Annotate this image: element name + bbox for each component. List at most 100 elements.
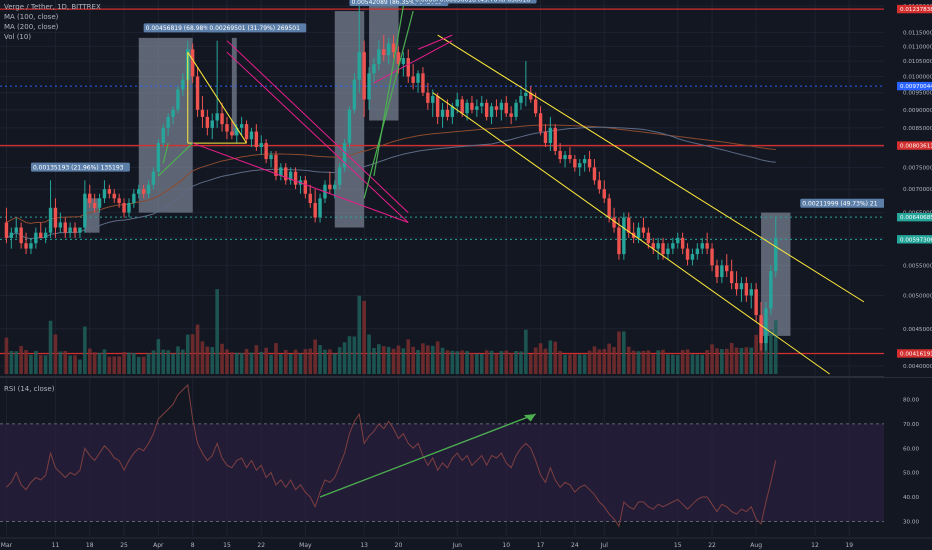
time-tick-label: 8 xyxy=(191,542,195,549)
price-axis[interactable]: 0.012500000.011500000.011000000.01050000… xyxy=(884,0,932,377)
candle xyxy=(636,222,641,244)
candle xyxy=(161,124,165,148)
volume-bar xyxy=(695,354,700,374)
candle-body xyxy=(700,243,704,249)
candle xyxy=(749,283,753,309)
candle xyxy=(548,116,553,151)
candle xyxy=(210,113,214,140)
volume-bar xyxy=(646,350,651,374)
candle xyxy=(132,189,136,208)
volume-bar xyxy=(548,340,553,374)
measure-tag-text: 0.00269501 (31.79%) 269501 xyxy=(209,25,300,32)
volume-bar xyxy=(656,350,660,374)
time-tick-label: 10 xyxy=(502,542,510,549)
volume-bar xyxy=(112,356,117,374)
volume-bar xyxy=(700,354,705,374)
candle xyxy=(509,106,513,125)
candle xyxy=(19,222,23,249)
volume-bar xyxy=(386,346,391,374)
volume-bar xyxy=(769,329,773,374)
volume-bar xyxy=(249,352,254,374)
candle xyxy=(406,49,410,83)
candle-body xyxy=(328,184,332,190)
candle-body xyxy=(284,167,288,181)
candle xyxy=(382,35,386,62)
candle-body xyxy=(484,102,489,117)
candle xyxy=(156,139,161,176)
volume-bar xyxy=(524,329,528,374)
price-label-tag: 0.01237838 xyxy=(897,4,932,14)
candle xyxy=(592,159,597,185)
price-label-text: 0.00803611 xyxy=(900,144,932,150)
volume-bar xyxy=(279,354,283,374)
price-label-tag: 0.00640685 xyxy=(897,212,932,222)
volume-bar xyxy=(475,353,479,374)
price-label-bg xyxy=(897,235,932,244)
candle xyxy=(313,189,317,223)
measure-tags: 0.00135193 (21.96%) 135193 0.00456819 (68… xyxy=(30,0,885,208)
candle-body xyxy=(264,143,268,160)
candle-body xyxy=(4,222,9,238)
candle xyxy=(171,106,175,125)
measure-tag-text: 0.00135193 (21.96%) 135193 xyxy=(33,164,124,171)
volume-bar xyxy=(132,352,136,374)
candle xyxy=(141,184,146,199)
candle-body xyxy=(382,49,386,56)
price-label-text: 0.00970044 xyxy=(900,84,932,90)
candle xyxy=(587,150,592,172)
volume-bar xyxy=(337,347,342,374)
candle-body xyxy=(695,248,700,255)
candle xyxy=(88,184,92,208)
candle-body xyxy=(293,171,298,185)
candle xyxy=(627,212,631,238)
volume-bar xyxy=(533,347,538,374)
time-tick-label: 15 xyxy=(223,542,231,549)
volume-bar xyxy=(102,349,107,374)
candle xyxy=(269,150,273,168)
volume-bar xyxy=(185,334,190,374)
volume-bar xyxy=(181,349,185,374)
candle-body xyxy=(475,106,479,110)
volume-bar xyxy=(592,346,597,374)
candle xyxy=(352,73,357,114)
volume-bar xyxy=(195,324,200,374)
volume-bar xyxy=(416,349,420,374)
volume-bar xyxy=(136,356,141,374)
candle xyxy=(680,232,685,255)
time-tick-label: 13 xyxy=(360,542,368,549)
volume-bar xyxy=(48,320,53,374)
candle-body xyxy=(269,155,273,160)
volume-bar xyxy=(568,354,572,374)
candle xyxy=(739,277,744,302)
candle xyxy=(68,222,72,238)
volume-bar xyxy=(342,342,347,374)
volume-bar xyxy=(210,347,215,374)
rsi-axis[interactable]: 80.00 70.00 60.00 50.00 40.00 30.00 xyxy=(884,378,932,538)
candle xyxy=(391,35,396,59)
candle xyxy=(122,198,126,218)
volume-bar xyxy=(528,354,533,374)
volume-bar xyxy=(122,352,126,374)
candle xyxy=(475,99,479,117)
candle-body xyxy=(666,248,670,255)
candle-body xyxy=(435,96,440,117)
candle-body xyxy=(661,243,665,255)
volume-bar xyxy=(573,354,577,374)
candle xyxy=(112,189,116,204)
wedge-line xyxy=(226,51,409,223)
volume-bar xyxy=(205,346,210,374)
time-axis[interactable]: Mar 11 18 25 Apr 8 15 22 May 13 20 Jun 10 17 24 Jul 15 22… xyxy=(0,537,932,549)
candle-body xyxy=(249,131,254,140)
measure-tag-bg xyxy=(30,162,130,172)
candle xyxy=(239,116,244,136)
volume-bar xyxy=(230,352,234,374)
candle xyxy=(582,155,587,172)
candle xyxy=(754,283,758,322)
candle xyxy=(666,243,670,260)
volume-bar xyxy=(259,351,264,374)
